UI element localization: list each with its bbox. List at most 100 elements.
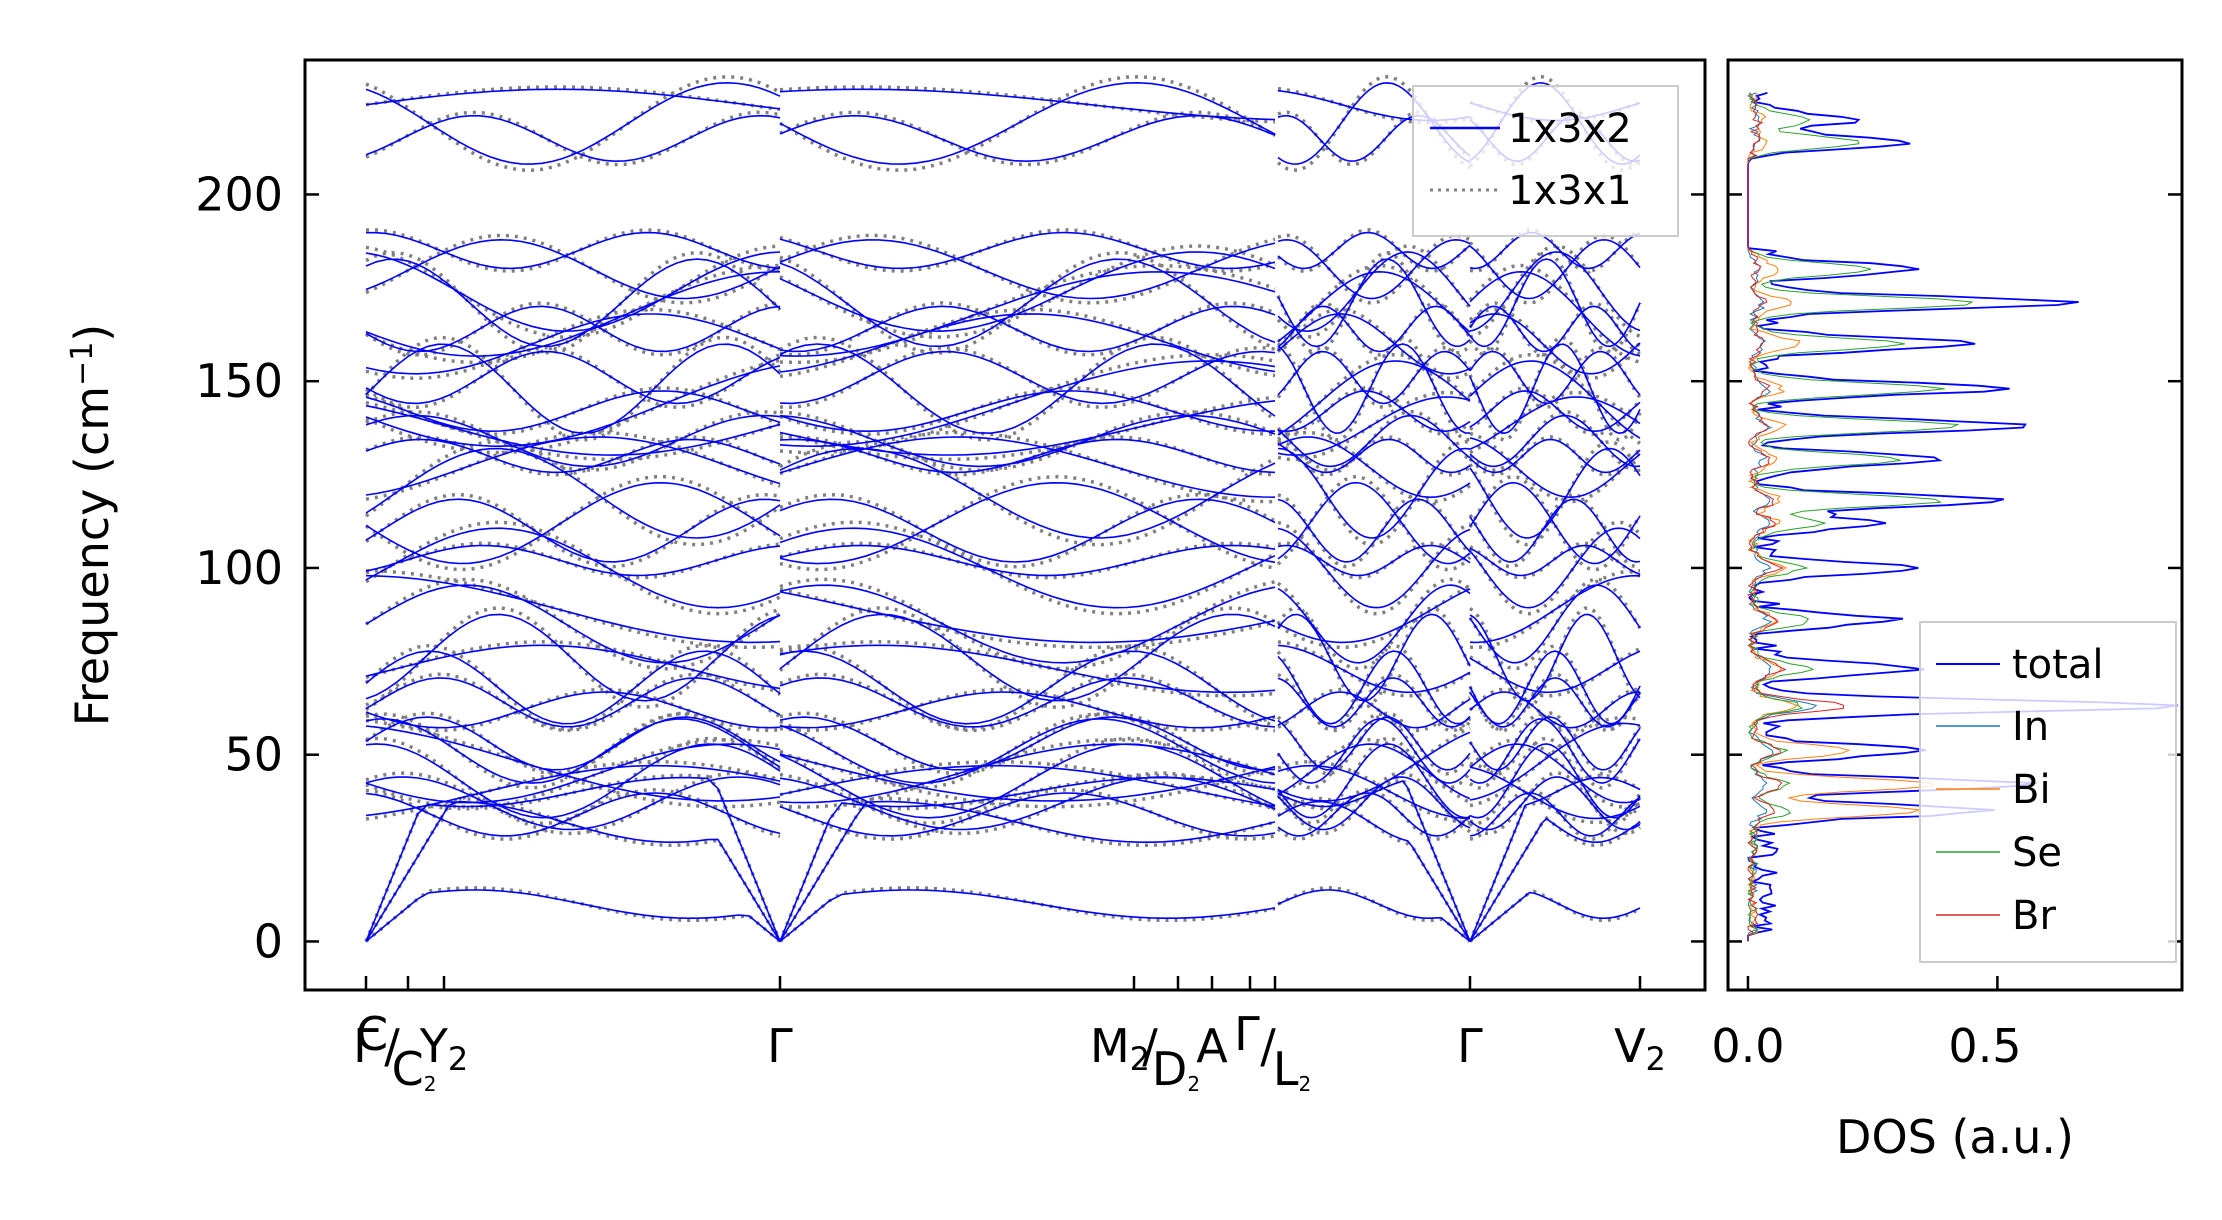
1x3x1-band-31-seg-1 <box>779 307 1276 379</box>
1x3x1-band-8-seg-1 <box>779 751 1276 809</box>
1x3x2-band-36-seg-2 <box>1277 238 1471 300</box>
series-1x3x2 <box>365 81 1641 943</box>
xtick-label-c2-slash: / <box>384 1019 400 1073</box>
1x3x1-band-18-seg-2 <box>1277 520 1471 616</box>
1x3x2-band-20-seg-3 <box>1469 498 1641 563</box>
dos-panel: 0.0 0.5 DOS (a.u.) total In Bi Se Br <box>1711 58 2184 1164</box>
legend-label-1x3x2: 1x3x2 <box>1508 106 1632 152</box>
1x3x2-band-27-seg-2 <box>1277 390 1471 433</box>
1x3x2-band-19-seg-1 <box>779 544 1276 577</box>
band-legend: 1x3x2 1x3x1 <box>1412 85 1679 237</box>
1x3x2-band-14-seg-3 <box>1469 650 1641 694</box>
1x3x1-band-11-seg-1 <box>779 687 1276 733</box>
1x3x1-band-33-seg-1 <box>779 263 1276 365</box>
1x3x1-band-27-seg-3 <box>1468 386 1642 436</box>
1x3x2-band-17-seg-1 <box>779 591 1276 644</box>
1x3x2-band-37-seg-2 <box>1277 231 1471 270</box>
1x3x2-band-9-seg-2 <box>1277 718 1471 784</box>
1x3x2-band-10-seg-1 <box>779 716 1276 771</box>
1x3x1-band-28-seg-1 <box>779 352 1276 455</box>
band-ytick-label-200: 200 <box>195 167 283 221</box>
1x3x2-band-16-seg-3 <box>1469 584 1641 664</box>
1x3x1-band-25-seg-1 <box>779 409 1276 472</box>
1x3x2-band-1-seg-1 <box>779 800 1276 942</box>
legend-label-1x3x1: 1x3x1 <box>1508 168 1632 214</box>
1x3x2-band-16-seg-0 <box>365 584 781 664</box>
1x3x2-band-32-seg-1 <box>779 305 1276 353</box>
1x3x2-band-27-seg-0 <box>365 390 781 433</box>
1x3x2-band-14-seg-0 <box>365 644 781 690</box>
1x3x2-band-24-seg-0 <box>365 438 781 474</box>
1x3x2-band-8-seg-1 <box>779 753 1276 802</box>
1x3x1-band-32-seg-1 <box>779 301 1276 357</box>
1x3x1-band-18-seg-3 <box>1468 520 1642 616</box>
legend-label-br: Br <box>2012 893 2056 939</box>
1x3x1-band-1-seg-0 <box>364 796 782 943</box>
1x3x2-band-10-seg-3 <box>1469 716 1641 771</box>
1x3x2-band-10-seg-2 <box>1277 716 1471 771</box>
1x3x2-band-25-seg-2 <box>1277 414 1471 468</box>
1x3x2-band-35-seg-3 <box>1469 251 1641 332</box>
band-y-axis-title: Frequency (cm−1) <box>65 324 119 727</box>
xtick-label-gamma-4: Γ <box>1457 1019 1483 1073</box>
1x3x1-band-17-seg-3 <box>1469 568 1641 650</box>
1x3x2-band-18-seg-2 <box>1277 527 1471 609</box>
xtick-label-c: C <box>356 1007 388 1061</box>
legend-label-bi: Bi <box>2012 767 2051 813</box>
1x3x2-band-26-seg-0 <box>365 404 781 456</box>
1x3x1-band-38-seg-2 <box>1277 110 1472 167</box>
1x3x2-band-30-seg-2 <box>1277 350 1471 405</box>
1x3x2-band-11-seg-1 <box>779 691 1276 729</box>
xtick-label-gamma-2: Γ <box>767 1019 793 1073</box>
1x3x2-band-9-seg-0 <box>365 718 781 784</box>
1x3x2-band-21-seg-1 <box>779 481 1276 565</box>
1x3x1-band-24-seg-2 <box>1276 435 1471 477</box>
band-ytick-label-100: 100 <box>195 541 283 595</box>
1x3x2-band-34-seg-3 <box>1469 258 1641 348</box>
1x3x2-band-4-seg-1 <box>779 776 1276 831</box>
1x3x2-band-6-seg-2 <box>1277 743 1471 819</box>
1x3x2-band-18-seg-1 <box>779 527 1276 609</box>
1x3x2-band-12-seg-1 <box>779 677 1276 728</box>
1x3x2-band-19-seg-0 <box>365 544 781 577</box>
1x3x1-band-19-seg-1 <box>779 541 1276 580</box>
1x3x2-band-13-seg-3 <box>1469 650 1641 725</box>
1x3x2-band-37-seg-1 <box>779 231 1276 270</box>
1x3x1-band-15-seg-2 <box>1276 605 1472 710</box>
1x3x1-band-13-seg-2 <box>1276 643 1472 732</box>
1x3x2-band-27-seg-1 <box>779 390 1276 433</box>
1x3x1-band-10-seg-2 <box>1276 711 1472 776</box>
1x3x2-band-8-seg-2 <box>1277 731 1471 802</box>
1x3x1-band-4-seg-0 <box>365 771 781 836</box>
1x3x2-band-15-seg-1 <box>779 613 1276 702</box>
1x3x2-band-29-seg-0 <box>365 343 781 435</box>
1x3x2-band-36-seg-3 <box>1469 239 1641 300</box>
1x3x2-band-30-seg-3 <box>1469 350 1641 405</box>
legend-label-in: In <box>2012 704 2049 750</box>
1x3x2-band-5-seg-0 <box>365 764 781 817</box>
1x3x2-band-1-seg-0 <box>365 800 781 942</box>
legend-label-se: Se <box>2012 830 2062 876</box>
1x3x2-band-24-seg-2 <box>1277 438 1471 474</box>
1x3x2-band-15-seg-2 <box>1277 613 1471 702</box>
1x3x1-band-14-seg-2 <box>1277 640 1471 698</box>
1x3x2-band-40-seg-0 <box>365 88 781 110</box>
1x3x2-band-21-seg-2 <box>1277 481 1471 565</box>
1x3x1-band-15-seg-0 <box>365 606 781 710</box>
1x3x2-band-8-seg-0 <box>365 725 781 802</box>
1x3x1-band-17-seg-2 <box>1277 584 1471 650</box>
1x3x1-band-29-seg-0 <box>364 335 782 442</box>
1x3x1-band-25-seg-2 <box>1276 410 1472 472</box>
1x3x2-band-23-seg-3 <box>1469 437 1641 499</box>
1x3x2-band-23-seg-2 <box>1277 436 1471 499</box>
1x3x2-band-31-seg-0 <box>365 313 781 375</box>
1x3x1-band-20-seg-2 <box>1277 492 1472 569</box>
1x3x2-band-37-seg-0 <box>366 231 781 270</box>
1x3x1-band-31-seg-3 <box>1468 307 1642 380</box>
1x3x2-band-21-seg-0 <box>365 481 781 565</box>
1x3x2-band-27-seg-3 <box>1469 390 1641 433</box>
1x3x1-band-23-seg-0 <box>365 430 781 501</box>
1x3x1-band-18-seg-0 <box>365 520 781 616</box>
1x3x1-band-17-seg-1 <box>779 587 1276 650</box>
